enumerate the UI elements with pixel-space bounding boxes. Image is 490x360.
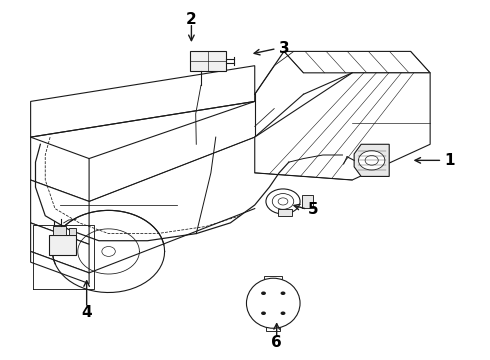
Polygon shape [49, 235, 76, 255]
Polygon shape [30, 66, 255, 137]
Polygon shape [30, 223, 89, 273]
Circle shape [268, 299, 279, 307]
Polygon shape [255, 73, 430, 180]
Polygon shape [53, 226, 66, 235]
Circle shape [281, 292, 286, 295]
Polygon shape [30, 137, 89, 202]
Circle shape [102, 247, 115, 256]
Text: 2: 2 [186, 12, 197, 27]
Polygon shape [191, 51, 225, 71]
Circle shape [272, 194, 294, 209]
Polygon shape [265, 275, 282, 279]
Polygon shape [30, 251, 89, 284]
Polygon shape [301, 195, 313, 208]
Circle shape [278, 198, 288, 205]
Circle shape [266, 189, 300, 214]
Polygon shape [284, 51, 430, 73]
Circle shape [281, 311, 286, 315]
Polygon shape [278, 209, 292, 216]
Polygon shape [30, 180, 89, 244]
Polygon shape [69, 228, 76, 235]
Text: 5: 5 [308, 202, 319, 217]
Ellipse shape [246, 278, 300, 328]
Circle shape [261, 292, 266, 295]
Text: 4: 4 [81, 305, 92, 320]
Polygon shape [267, 327, 280, 331]
Circle shape [261, 311, 266, 315]
Circle shape [365, 156, 378, 165]
Text: 1: 1 [444, 153, 455, 168]
Polygon shape [354, 144, 389, 176]
Circle shape [260, 293, 287, 313]
Circle shape [359, 151, 385, 170]
Text: 6: 6 [271, 335, 282, 350]
Text: 3: 3 [279, 41, 289, 56]
